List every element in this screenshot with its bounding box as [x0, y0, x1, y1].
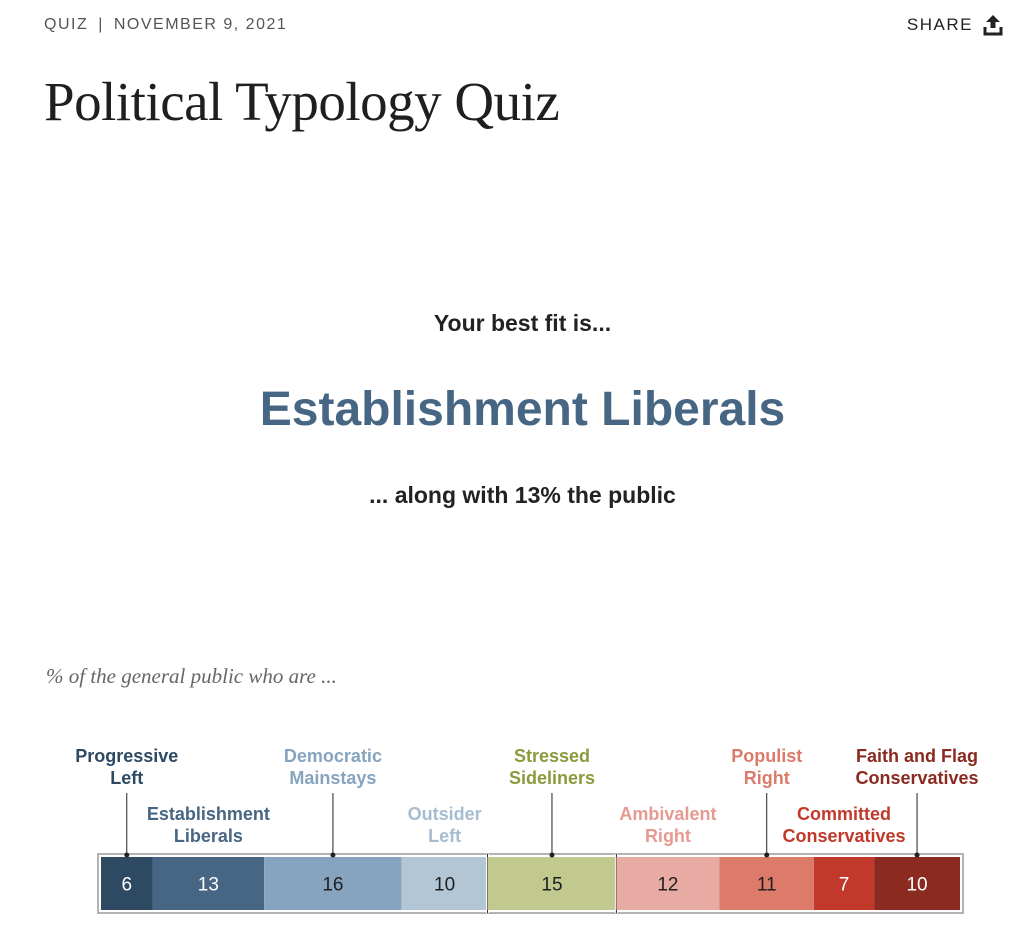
bar-value-democratic-mainstays: 16: [322, 875, 343, 896]
section-label[interactable]: QUIZ: [44, 16, 89, 33]
publish-date: NOVEMBER 9, 2021: [113, 16, 288, 33]
share-upload-icon: [983, 14, 1003, 36]
bar-value-outsider-left: 10: [434, 875, 455, 896]
category-label-outsider-left: Outsider Left: [408, 804, 482, 846]
chart-caption: % of the general public who are ...: [46, 664, 337, 688]
category-label-populist-right: Populist Right: [731, 746, 802, 788]
category-label-committed-conservatives: Committed Conservatives: [782, 804, 905, 846]
bar-value-stressed-sideliners: 15: [541, 875, 562, 896]
bar-segment-faith-and-flag-conservatives: [874, 857, 960, 910]
bar-value-ambivalent-right: 12: [657, 875, 678, 896]
leader-dot-stressed-sideliners: [549, 852, 555, 858]
category-label-progressive-left: Progressive Left: [75, 746, 178, 788]
bar-value-progressive-left: 6: [121, 875, 132, 896]
share-button[interactable]: SHARE: [907, 14, 1003, 36]
page-title: Political Typology Quiz: [44, 71, 560, 132]
top-bar: QUIZ | NOVEMBER 9, 2021 SHARE: [44, 14, 1003, 38]
bar-value-committed-conservatives: 7: [839, 875, 850, 896]
bar-segment-ambivalent-right: [616, 857, 720, 910]
bar-value-establishment-liberals: 13: [198, 875, 219, 896]
bar-segment-democratic-mainstays: [264, 857, 402, 910]
category-label-faith-and-flag-conservatives: Faith and Flag Conservatives: [856, 746, 979, 788]
share-label: SHARE: [906, 15, 973, 34]
bar-segment-populist-right: [719, 857, 814, 910]
category-label-stressed-sideliners: Stressed Sideliners: [509, 746, 595, 788]
category-label-democratic-mainstays: Democratic Mainstays: [284, 746, 382, 788]
article-meta: QUIZ | NOVEMBER 9, 2021: [44, 16, 287, 34]
bar-segment-stressed-sideliners: [487, 857, 617, 910]
bar-value-faith-and-flag-conservatives: 10: [906, 875, 927, 896]
bar-segment-establishment-liberals: [152, 857, 265, 910]
bar-segment-committed-conservatives: [813, 857, 875, 910]
best-fit-intro: Your best fit is...: [433, 310, 612, 336]
leader-dot-democratic-mainstays: [330, 852, 336, 858]
category-label-ambivalent-right: Ambivalent Right: [619, 804, 716, 846]
leader-dot-faith-and-flag-conservatives: [914, 852, 920, 858]
best-fit-share-note: ... along with 13% the public: [369, 482, 676, 508]
leader-dot-populist-right: [764, 852, 770, 858]
bar-segment-progressive-left: [101, 857, 153, 910]
category-label-establishment-liberals: Establishment Liberals: [147, 804, 270, 846]
typology-stacked-bar-chart: 6 13 16 10 15 12 11 7 10 Progressive Left Establish…: [75, 746, 979, 914]
bar-value-populist-right: 11: [757, 875, 777, 896]
leader-dot-progressive-left: [124, 852, 130, 858]
meta-separator: |: [98, 16, 104, 33]
best-fit-typology: Establishment Liberals: [259, 383, 786, 436]
bar-segment-outsider-left: [401, 857, 488, 910]
